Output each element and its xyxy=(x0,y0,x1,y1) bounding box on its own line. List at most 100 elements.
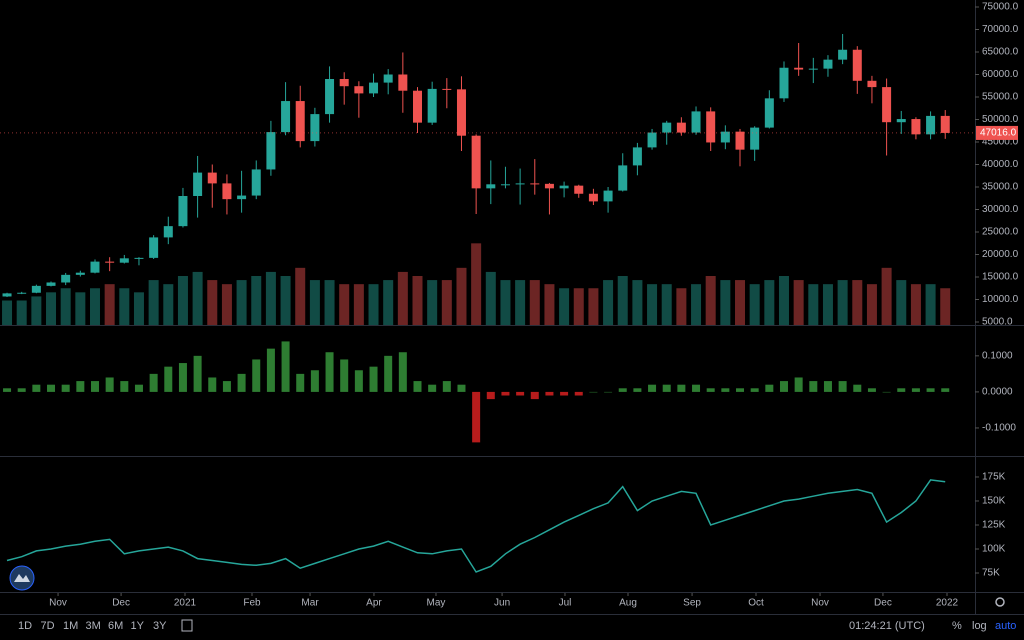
volume-bar xyxy=(632,280,643,325)
candle-body xyxy=(676,122,686,133)
candle-body xyxy=(427,88,437,123)
candle-body xyxy=(398,74,408,91)
candle-body xyxy=(149,237,159,258)
range-button[interactable]: 1Y xyxy=(131,620,145,632)
volume-bar xyxy=(148,280,159,325)
x-tick-label: Apr xyxy=(366,598,382,609)
candle-body xyxy=(867,80,877,88)
candle-body xyxy=(720,131,730,143)
range-button[interactable]: 3Y xyxy=(153,620,167,632)
volume-bar xyxy=(236,280,247,325)
bar xyxy=(354,370,363,392)
candle-body xyxy=(413,90,423,123)
candle-body xyxy=(882,87,892,123)
candle-body xyxy=(207,172,217,184)
candle-body xyxy=(369,82,379,94)
candle-body xyxy=(896,119,906,123)
volume-bar xyxy=(104,284,115,325)
volume-bar xyxy=(559,288,570,325)
x-tick-label: 2021 xyxy=(174,598,197,609)
bar xyxy=(252,359,261,392)
candle-body xyxy=(515,183,525,185)
line xyxy=(6,479,946,573)
bar xyxy=(3,388,12,392)
percent-toggle[interactable]: % xyxy=(952,620,962,632)
range-button[interactable]: 1D xyxy=(18,620,32,632)
bar xyxy=(648,384,657,392)
logo[interactable] xyxy=(9,565,35,591)
volume-bar xyxy=(822,284,833,325)
volume-bar xyxy=(280,276,291,325)
volume-bar xyxy=(46,292,57,325)
candle-body xyxy=(354,86,364,94)
log-toggle[interactable]: log xyxy=(972,620,987,632)
volume-bar xyxy=(251,276,262,325)
bar xyxy=(340,359,349,392)
volume-bar xyxy=(339,284,350,325)
volume-bar xyxy=(2,300,13,325)
y-tick-label: 75K xyxy=(982,568,1000,579)
bar xyxy=(105,377,114,392)
bar xyxy=(765,384,774,392)
candle-body xyxy=(251,169,261,196)
volume-bar xyxy=(749,284,760,325)
volume-bar xyxy=(265,271,276,325)
y-tick-label: 55000.0 xyxy=(982,92,1019,103)
bar xyxy=(442,381,451,392)
x-tick-label: Oct xyxy=(748,598,764,609)
candle-body xyxy=(794,67,804,70)
candle-body xyxy=(486,184,496,189)
y-tick-label: 45000.0 xyxy=(982,137,1019,148)
bar xyxy=(530,391,539,400)
x-tick-label: Sep xyxy=(683,598,701,609)
volume-bar xyxy=(793,280,804,325)
volume-bar xyxy=(735,280,746,325)
bar xyxy=(310,370,319,392)
candle-body xyxy=(559,185,569,189)
volume-bar xyxy=(705,276,716,325)
y-tick-label: 125K xyxy=(982,520,1006,531)
volume-bar xyxy=(808,284,819,325)
bar xyxy=(545,391,554,396)
x-tick-label: Jun xyxy=(494,598,510,609)
range-button[interactable]: 1M xyxy=(63,620,78,632)
bar xyxy=(838,381,847,392)
candle-body xyxy=(266,132,276,170)
bar xyxy=(897,388,906,392)
y-tick-label: 20000.0 xyxy=(982,249,1019,260)
volume-bar xyxy=(661,284,672,325)
bar xyxy=(178,363,187,392)
volume-bar xyxy=(852,280,863,325)
candle-body xyxy=(750,127,760,150)
y-tick-label: 40000.0 xyxy=(982,159,1019,170)
range-button[interactable]: 3M xyxy=(86,620,101,632)
bar xyxy=(266,348,275,392)
volume-bar xyxy=(778,276,789,325)
volume-bar xyxy=(588,288,599,325)
candle-body xyxy=(105,261,115,263)
volume-bar xyxy=(456,267,467,325)
bar xyxy=(662,384,671,392)
bar xyxy=(574,391,583,396)
settings-button[interactable] xyxy=(995,597,1005,607)
range-button[interactable]: 7D xyxy=(41,620,55,632)
volume-bar xyxy=(192,271,203,325)
range-button[interactable]: 6M xyxy=(108,620,123,632)
y-tick-label: 10000.0 xyxy=(982,294,1019,305)
candle-body xyxy=(530,183,540,185)
auto-toggle[interactable]: auto xyxy=(995,620,1016,632)
x-tick-label: Mar xyxy=(301,598,319,609)
volume-bar xyxy=(691,284,702,325)
candle-body xyxy=(632,147,642,166)
toolbar: 01:24:21 (UTC) % log auto xyxy=(181,619,1016,632)
gear-icon[interactable] xyxy=(995,597,1005,607)
bar xyxy=(120,381,129,392)
logo-icon[interactable] xyxy=(14,574,30,582)
candle-body xyxy=(471,135,481,189)
volume-bar xyxy=(163,284,174,325)
candle-body xyxy=(779,67,789,99)
volume-bar xyxy=(720,280,731,325)
date-range-icon[interactable] xyxy=(181,619,193,632)
